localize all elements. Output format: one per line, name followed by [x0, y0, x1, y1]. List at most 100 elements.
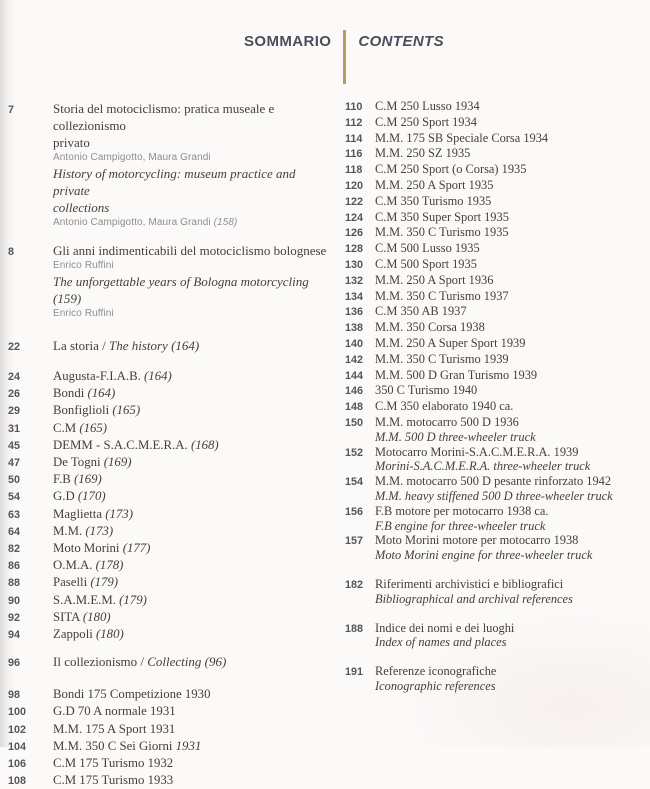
toc-row: 126 M.M. 350 C Turismo 1935: [345, 225, 645, 241]
entry-title: O.M.A.: [53, 558, 96, 573]
toc-row: 82 Moto Morini (177): [8, 540, 335, 557]
page-number: 100: [8, 706, 27, 719]
entry-pageref: (164): [87, 386, 116, 401]
entry-pageref: (169): [103, 455, 132, 470]
entry-subtitle-en: M.M. heavy stiffened 500 D three-wheeler…: [375, 488, 613, 503]
entry-title: Maglietta: [53, 506, 106, 521]
toc-row: 47 De Togni (169): [8, 454, 335, 471]
entry-title: M.M.: [53, 523, 86, 538]
entry-title-line: Gli anni indimenticabili del motociclism…: [53, 243, 327, 258]
page-number: 134: [345, 290, 364, 303]
header-divider: [343, 30, 347, 84]
entry-title: Paselli: [53, 575, 91, 590]
entry-title: M.M. 350 C Turismo 1937: [375, 288, 509, 303]
feature-entry-8: 8 Gli anni indimenticabili del motocicli…: [8, 242, 335, 320]
page-number: 108: [8, 775, 27, 788]
toc-row: 114 M.M. 175 SB Speciale Corsa 1934: [345, 131, 645, 147]
page-number: 106: [8, 758, 27, 771]
entry-title: C.M 250 Sport (o Corsa) 1935: [375, 162, 527, 177]
toc-row: 29 Bonfiglioli (165): [8, 402, 335, 419]
entry-title: C.M 500 Sport 1935: [375, 256, 477, 271]
scan-edge-shadow: [0, 0, 14, 747]
feature-entry-7: 7 Storia del motociclismo: pratica musea…: [8, 100, 335, 229]
page-header: SOMMARIO CONTENTS: [244, 30, 444, 84]
toc-row: 116 M.M. 250 SZ 1935: [345, 146, 645, 162]
page-number: 146: [345, 385, 364, 398]
entry-title: M.M. 350 Corsa 1938: [375, 320, 485, 335]
entry-title: SITA: [53, 609, 83, 624]
entry-authors: Enrico Ruffini: [53, 260, 114, 271]
entry-title: C.M 250 Sport 1934: [375, 114, 477, 129]
entry-title: C.M: [53, 420, 80, 435]
page-number: 54: [8, 491, 21, 504]
entry-title: M.M. motocarro 500 D pesante rinforzato …: [375, 474, 612, 489]
page-number: 88: [8, 577, 21, 590]
toc-row: 156 F.B motore per motocarro 1938 ca. F.B…: [345, 504, 645, 534]
page-number: 154: [345, 476, 364, 489]
toc-row: 31 C.M (165): [8, 420, 335, 437]
toc-row: 142 M.M. 350 C Turismo 1939: [345, 352, 645, 368]
page-number: 94: [8, 629, 21, 642]
entry-authors: Antonio Campigotto, Maura Grandi (158): [53, 216, 238, 228]
entry-title: 350 C Turismo 1940: [375, 383, 478, 398]
page-number: 148: [345, 401, 364, 414]
toc-row: 122 C.M 350 Turismo 1935: [345, 194, 645, 210]
toc-row: 112 C.M 250 Sport 1934: [345, 115, 645, 131]
entry-pageref: (170): [77, 489, 106, 504]
entry-title: C.M 175 Turismo 1933: [53, 773, 174, 788]
entry-title: C.M 350 AB 1937: [375, 304, 467, 319]
entry-pageref: (158): [213, 216, 238, 228]
entry-title: M.M. 250 SZ 1935: [375, 146, 471, 161]
entry-pageref: (165): [112, 403, 141, 418]
entry-title: M.M. 500 D Gran Turismo 1939: [375, 367, 538, 382]
toc-row: 45 DEMM - S.A.C.M.E.R.A. (168): [8, 437, 335, 454]
toc-row: 120 M.M. 250 A Sport 1935: [345, 178, 645, 194]
toc-row: 138 M.M. 350 Corsa 1938: [345, 320, 645, 336]
page-number: 47: [8, 457, 21, 470]
section-collecting: 96 Il collezionismo / Collecting (96): [8, 653, 335, 672]
entry-title-en-line: History of motorcycling: museum practice…: [53, 165, 296, 198]
entry-title: M.M. 250 A Super Sport 1939: [375, 335, 526, 350]
toc-row: 191 Referenze iconografiche Iconographic …: [345, 664, 645, 694]
toc-row: 148 C.M 350 elaborato 1940 ca.: [345, 399, 645, 415]
page-number: 50: [8, 474, 21, 487]
toc-row: 182 Riferimenti archivistici e bibliogra…: [345, 577, 645, 607]
page-number: 90: [8, 594, 21, 607]
toc-row: 110 C.M 250 Lusso 1934: [345, 99, 645, 115]
section-history: 22 La storia / The history (164): [8, 337, 335, 356]
page-number: 132: [345, 274, 364, 287]
section-title-en: The history (164): [108, 338, 200, 353]
entry-pageref: (173): [85, 523, 114, 538]
entry-title: G.D: [53, 489, 78, 504]
entry-title: M.M. 350 C Turismo 1935: [375, 225, 509, 240]
toc-row: 106 C.M 175 Turismo 1932: [8, 755, 335, 772]
page-number: 140: [345, 337, 364, 350]
entry-subtitle-en: Bibliographical and archival references: [375, 591, 573, 606]
toc-row: 144 M.M. 500 D Gran Turismo 1939: [345, 368, 645, 384]
toc-row: 150 M.M. motocarro 500 D 1936 M.M. 500 D …: [345, 415, 645, 445]
page-number: 96: [8, 657, 21, 670]
page-number: 7: [8, 104, 15, 116]
entry-title: Zappoli: [53, 627, 97, 642]
endmatter-list: 182 Riferimenti archivistici e bibliogra…: [345, 577, 645, 694]
page-number: 86: [8, 560, 21, 573]
section-title-en: Collecting (96): [147, 654, 227, 670]
entry-title: Bonfiglioli: [53, 403, 113, 418]
entry-title: C.M 350 elaborato 1940 ca.: [375, 399, 514, 414]
entry-title: M.M. 175 A Sport 1931: [53, 721, 176, 736]
entry-title-en-line: The unforgettable years of Bologna motor…: [53, 273, 309, 306]
entry-title: Bondi 175 Competizione 1930: [53, 687, 211, 702]
page-number: 142: [345, 353, 364, 366]
page-number: 31: [8, 422, 21, 435]
page-number: 45: [8, 439, 21, 452]
toc-row: 124 C.M 350 Super Sport 1935: [345, 210, 645, 226]
entry-subtitle-en: F.B engine for three-wheeler truck: [375, 518, 546, 533]
entry-pageref: (173): [105, 506, 133, 521]
page-number: 144: [345, 369, 364, 382]
toc-row: 154 M.M. motocarro 500 D pesante rinforz…: [345, 474, 645, 504]
page-number: 138: [345, 322, 364, 335]
entry-pageref: (177): [122, 541, 151, 556]
toc-left-column: 7 Storia del motociclismo: pratica musea…: [8, 100, 335, 789]
toc-row: 188 Indice dei nomi e dei luoghi Index of…: [345, 621, 645, 651]
entry-authors: Enrico Ruffini: [53, 307, 114, 319]
